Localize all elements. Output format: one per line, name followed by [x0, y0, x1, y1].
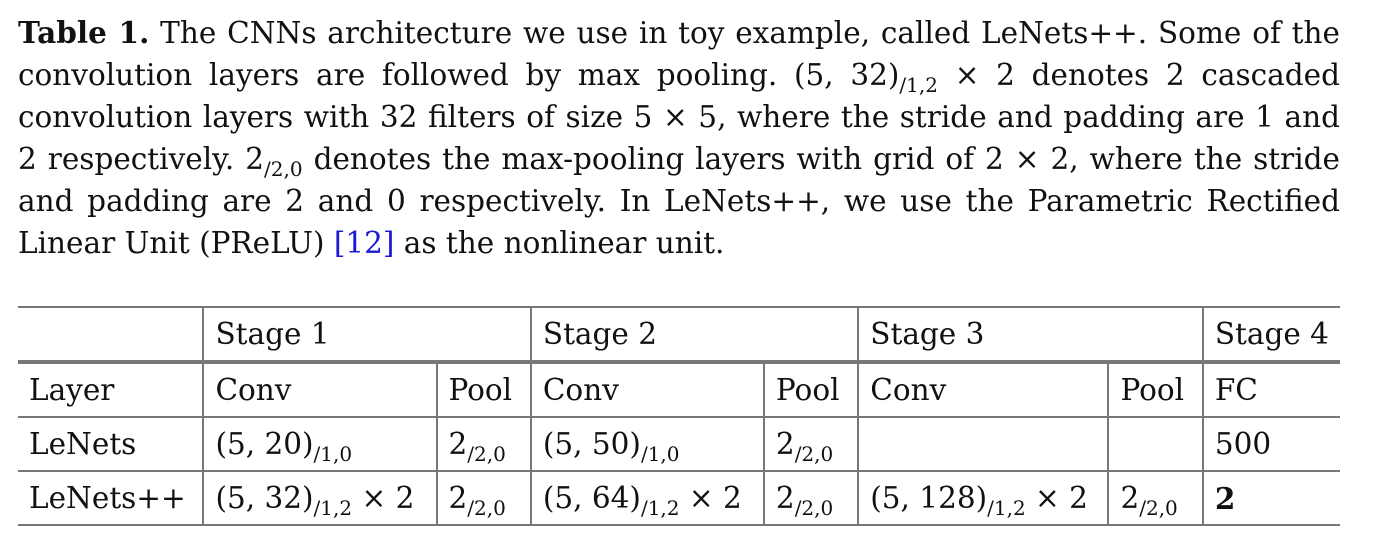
- caption-text: × 2 denotes 2 cascaded convolution layer…: [18, 58, 1340, 176]
- cell-subscript: /2,0: [1139, 496, 1178, 520]
- row-label: LeNets++: [18, 471, 204, 526]
- cell-subscript: /1,2: [640, 496, 680, 520]
- caption-label: Table 1.: [18, 15, 150, 50]
- cell-subscript: /1,0: [313, 442, 353, 466]
- stage-1-conv-cell: (5, 20)/1,0: [202, 417, 437, 472]
- stage-1-conv-cell: (5, 32)/1,2 × 2: [202, 471, 437, 526]
- header-empty-cell: [18, 306, 204, 364]
- cell-value: (5, 32): [215, 481, 314, 515]
- cell-subscript: /2,0: [467, 496, 506, 520]
- stage-1-pool-cell: 2/2,0: [435, 471, 531, 526]
- cell-value: (5, 64): [542, 481, 641, 515]
- cell-value: 2: [1120, 481, 1140, 515]
- cell-value: 2: [448, 481, 468, 515]
- cell-subscript: /1,2: [313, 496, 353, 520]
- cell-subscript: /2,0: [794, 496, 834, 520]
- cell-value: (5, 50): [542, 427, 641, 461]
- row-label: Layer: [18, 362, 204, 418]
- stage-2-header: Stage 2: [529, 306, 859, 364]
- cell-suffix: × 2: [352, 481, 415, 515]
- stage-3-pool-cell: 2/2,0: [1107, 471, 1203, 526]
- cell-subscript: /1,0: [640, 442, 680, 466]
- stage-2-pool-cell: 2/2,0: [762, 417, 859, 472]
- cell-value: (5, 128): [870, 481, 988, 515]
- caption-text: denotes the max-pooling layers with grid…: [18, 142, 1341, 260]
- stage-1-pool-cell: 2/2,0: [435, 417, 531, 472]
- stage-2-conv-cell: (5, 50)/1,0: [529, 417, 764, 472]
- cell-value: (5, 20): [215, 427, 314, 461]
- cell-suffix: × 2: [679, 481, 742, 515]
- layer-type-cell: FC: [1201, 362, 1340, 418]
- stage-4-header: Stage 4: [1201, 306, 1340, 364]
- cell-subscript: /2,0: [794, 442, 834, 466]
- stage-1-header: Stage 1: [202, 306, 531, 364]
- fc-cell: 2: [1201, 471, 1340, 526]
- layer-type-cell: Pool: [1107, 362, 1203, 418]
- layer-type-cell: Pool: [435, 362, 531, 418]
- cell-suffix: × 2: [1025, 481, 1088, 515]
- lenets-row: LeNets (5, 20)/1,0 2/2,0 (5, 50)/1,0 2/2…: [18, 417, 1340, 472]
- layer-row: Layer Conv Pool Conv Pool Conv Pool FC: [18, 362, 1340, 418]
- stage-3-pool-cell: [1107, 417, 1203, 472]
- table-caption: Table 1. The CNNs architecture we use in…: [18, 12, 1340, 264]
- layer-type-cell: Pool: [762, 362, 859, 418]
- architecture-table: Stage 1 Stage 2 Stage 3 Stage 4 Layer Co…: [18, 306, 1340, 526]
- lenetspp-row: LeNets++ (5, 32)/1,2 × 2 2/2,0 (5, 64)/1…: [18, 471, 1340, 526]
- caption-text: The CNNs architecture we use in toy exam…: [18, 16, 1340, 92]
- stage-header-row: Stage 1 Stage 2 Stage 3 Stage 4: [18, 306, 1340, 364]
- cell-subscript: /2,0: [467, 442, 506, 466]
- stage-3-conv-cell: (5, 128)/1,2 × 2: [857, 471, 1109, 526]
- stage-3-conv-cell: [857, 417, 1109, 472]
- layer-type-cell: Conv: [202, 362, 437, 418]
- layer-type-cell: Conv: [857, 362, 1109, 418]
- caption-subscript: /2,0: [264, 157, 303, 181]
- caption-text: as the nonlinear unit.: [394, 226, 725, 260]
- stage-3-header: Stage 3: [857, 306, 1203, 364]
- cell-value: 2: [775, 427, 795, 461]
- layer-type-cell: Conv: [529, 362, 764, 418]
- cell-subscript: /1,2: [987, 496, 1026, 520]
- fc-cell: 500: [1201, 417, 1340, 472]
- row-label: LeNets: [18, 417, 204, 472]
- cell-value: 2: [448, 427, 468, 461]
- citation-link[interactable]: [12]: [333, 226, 395, 260]
- stage-2-conv-cell: (5, 64)/1,2 × 2: [529, 471, 764, 526]
- stage-2-pool-cell: 2/2,0: [762, 471, 859, 526]
- caption-subscript: /1,2: [899, 73, 938, 97]
- cell-value: 2: [775, 481, 795, 515]
